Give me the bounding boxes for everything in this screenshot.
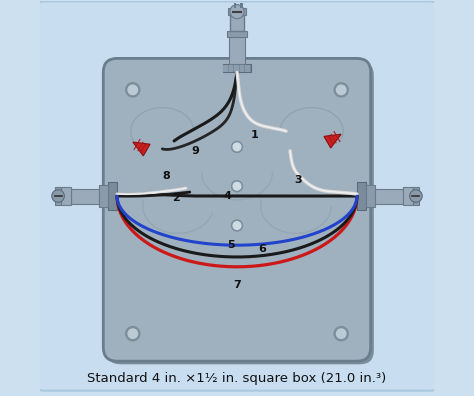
FancyBboxPatch shape: [107, 61, 374, 364]
Bar: [234, 65, 239, 72]
Bar: [240, 3, 243, 8]
Bar: [365, 185, 375, 207]
Text: 4: 4: [223, 191, 231, 201]
Text: Standard 4 in. ×1½ in. square box (21.0 in.³): Standard 4 in. ×1½ in. square box (21.0 …: [87, 372, 387, 385]
Bar: [413, 187, 419, 205]
Bar: [223, 64, 251, 72]
Circle shape: [126, 327, 140, 341]
Bar: [229, 37, 245, 64]
Text: 6: 6: [259, 244, 266, 254]
Circle shape: [230, 4, 244, 19]
Bar: [109, 182, 117, 210]
Bar: [240, 65, 244, 72]
Bar: [375, 188, 403, 204]
Text: 9: 9: [192, 146, 200, 156]
Bar: [245, 65, 250, 72]
Circle shape: [128, 329, 137, 338]
Circle shape: [410, 190, 422, 202]
Polygon shape: [324, 134, 341, 148]
Bar: [55, 187, 61, 205]
Bar: [229, 65, 233, 72]
Circle shape: [233, 182, 241, 190]
Bar: [228, 8, 246, 15]
Circle shape: [233, 222, 241, 229]
Circle shape: [337, 85, 346, 95]
Circle shape: [126, 83, 140, 97]
Bar: [71, 188, 99, 204]
FancyBboxPatch shape: [33, 2, 441, 391]
Circle shape: [231, 220, 243, 231]
Bar: [223, 65, 228, 72]
Circle shape: [334, 327, 348, 341]
Circle shape: [128, 85, 137, 95]
Text: 5: 5: [228, 240, 235, 250]
Bar: [357, 182, 365, 210]
Bar: [403, 187, 413, 206]
Text: 8: 8: [162, 171, 170, 181]
Bar: [99, 185, 109, 207]
Text: 3: 3: [294, 175, 302, 185]
Bar: [227, 31, 247, 37]
Polygon shape: [133, 142, 150, 156]
Circle shape: [334, 83, 348, 97]
Circle shape: [337, 329, 346, 338]
Bar: [234, 3, 236, 8]
Circle shape: [52, 190, 64, 202]
Circle shape: [231, 141, 243, 152]
Text: 2: 2: [172, 193, 180, 203]
Bar: [229, 15, 245, 31]
Text: 7: 7: [233, 280, 241, 289]
FancyBboxPatch shape: [103, 58, 371, 361]
Text: 1: 1: [251, 130, 259, 140]
Circle shape: [231, 181, 243, 192]
Circle shape: [233, 143, 241, 151]
Bar: [61, 187, 71, 206]
